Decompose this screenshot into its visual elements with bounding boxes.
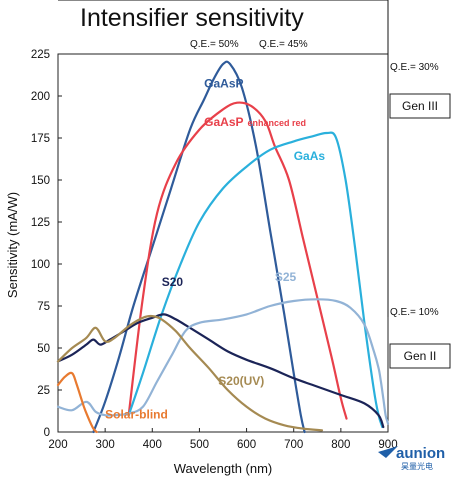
qe-label: Q.E.= 45% xyxy=(259,39,308,50)
generation-label: Gen III xyxy=(402,99,438,113)
series-labels: GaAsP GaAsP enhanced red GaAs S20 S25 S20(UV) S… xyxy=(105,77,325,422)
generation-label: Gen II xyxy=(404,349,437,363)
y-tick-label: 225 xyxy=(31,49,50,61)
x-tick-label: 500 xyxy=(190,439,209,451)
y-axis-label: Sensitivity (mA/W) xyxy=(5,192,20,298)
y-tick-label: 50 xyxy=(37,343,50,355)
y-tick-label: 25 xyxy=(37,385,50,397)
series-label: S20(UV) xyxy=(218,374,264,388)
chart-title: Intensifier sensitivity xyxy=(80,4,304,32)
y-tick-label: 150 xyxy=(31,175,50,187)
series-line-s20-uv- xyxy=(56,314,324,432)
series-lines xyxy=(56,60,390,434)
series-line-s20 xyxy=(56,313,385,429)
logo-mark-icon xyxy=(378,446,398,458)
x-tick-label: 800 xyxy=(331,439,350,451)
axes: 200 300 400 500 600 700 800 9000255075100125150… xyxy=(31,49,398,451)
series-label: S25 xyxy=(275,270,297,284)
series-label: GaAsP enhanced red xyxy=(204,115,306,129)
x-axis-label: Wavelength (nm) xyxy=(174,461,273,476)
generation-box xyxy=(389,93,451,119)
series-label: GaAsP xyxy=(204,77,243,91)
series-line-s25 xyxy=(56,298,390,425)
y-tick-label: 0 xyxy=(44,427,50,439)
y-tick-label: 175 xyxy=(31,133,50,145)
qe-label: Q.E.= 50% xyxy=(190,39,239,50)
qe-lines: Q.E.= 50% Q.E.= 45% Q.E.= 30% Q.E.= 10% xyxy=(58,0,439,318)
qe-label: Q.E.= 10% xyxy=(390,307,439,318)
x-tick-label: 200 xyxy=(48,439,67,451)
generation-box xyxy=(389,343,451,369)
series-label: Solar-blind xyxy=(105,408,168,422)
series-line-gaasp-enhanced-red xyxy=(127,101,348,420)
generation-boxes: Gen III Gen II xyxy=(389,93,451,369)
x-tick-label: 300 xyxy=(96,439,115,451)
y-tick-label: 125 xyxy=(31,217,50,229)
x-tick-label: 600 xyxy=(237,439,256,451)
logo-subtext: 昊量光电 xyxy=(401,461,433,471)
series-line-gaasp xyxy=(92,60,306,434)
series-label: S20 xyxy=(162,275,184,289)
logo-text: aunion xyxy=(396,445,445,462)
company-logo: aunion 昊量光电 xyxy=(378,445,445,471)
qe-label: Q.E.= 30% xyxy=(390,62,439,73)
series-line-gaas xyxy=(127,131,384,429)
x-tick-label: 700 xyxy=(284,439,303,451)
series-label: GaAs xyxy=(294,149,326,163)
y-tick-label: 200 xyxy=(31,91,50,103)
series-line-solar-blind xyxy=(56,371,98,434)
y-tick-label: 75 xyxy=(37,301,50,313)
y-tick-label: 100 xyxy=(31,259,50,271)
x-tick-label: 400 xyxy=(143,439,162,451)
